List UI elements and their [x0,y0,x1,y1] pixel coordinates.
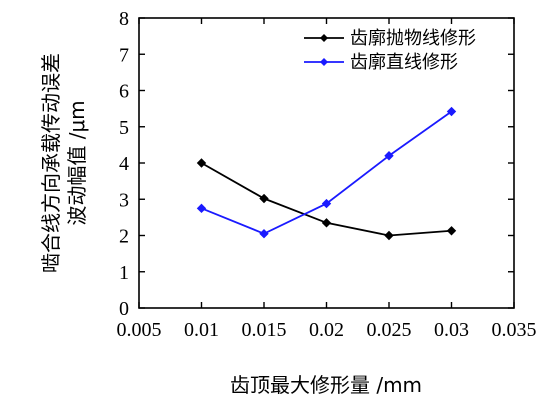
y-axis-title-line-1: 啮合线方向承载传动误差 [39,53,63,273]
data-point-s1-0 [196,203,207,214]
x-tick-label: 0.01 [184,319,219,341]
data-point-s1-1 [259,228,269,239]
x-axis-title: 齿顶最大修形量 /mm [230,373,422,397]
data-point-s0-1 [259,193,269,204]
x-tick-label: 0.03 [434,319,469,341]
x-tick-label: 0.015 [242,319,287,341]
data-point-s0-0 [196,158,207,168]
y-tick-label: 4 [119,153,129,175]
legend-label-0: 齿廓抛物线修形 [350,28,476,49]
y-tick-label: 3 [119,189,129,211]
data-point-s0-2 [321,218,332,228]
legend-swatch-marker-1 [320,58,328,66]
y-tick-label: 6 [119,81,129,103]
data-point-s1-3 [384,151,394,161]
data-point-s0-3 [384,230,394,241]
x-axis: 0.005 0.01 0.015 0.02 0.025 0.03 0.035 [117,18,537,341]
data-point-s0-4 [446,226,457,236]
y-tick-label: 0 [119,298,129,320]
y-tick-label: 5 [119,117,129,139]
y-tick-label: 8 [119,8,129,30]
x-tick-label: 0.035 [492,319,537,341]
y-axis-title-line-2: 波动幅值 /μm [65,100,89,225]
y-tick-label: 2 [119,226,129,248]
x-tick-label: 0.025 [367,319,412,341]
x-tick-label: 0.02 [309,319,344,341]
x-tick-label: 0.005 [117,319,162,341]
data-point-s1-4 [446,106,457,117]
y-axis: 0 1 2 3 4 5 6 7 8 [119,8,514,320]
series-layer [196,106,457,241]
legend-label-1: 齿廓直线修形 [350,52,458,73]
y-tick-label: 7 [119,44,129,66]
data-point-s1-2 [321,198,332,209]
legend-swatch-marker-0 [320,34,328,42]
y-tick-label: 1 [119,262,129,284]
series-line-1 [201,110,453,235]
